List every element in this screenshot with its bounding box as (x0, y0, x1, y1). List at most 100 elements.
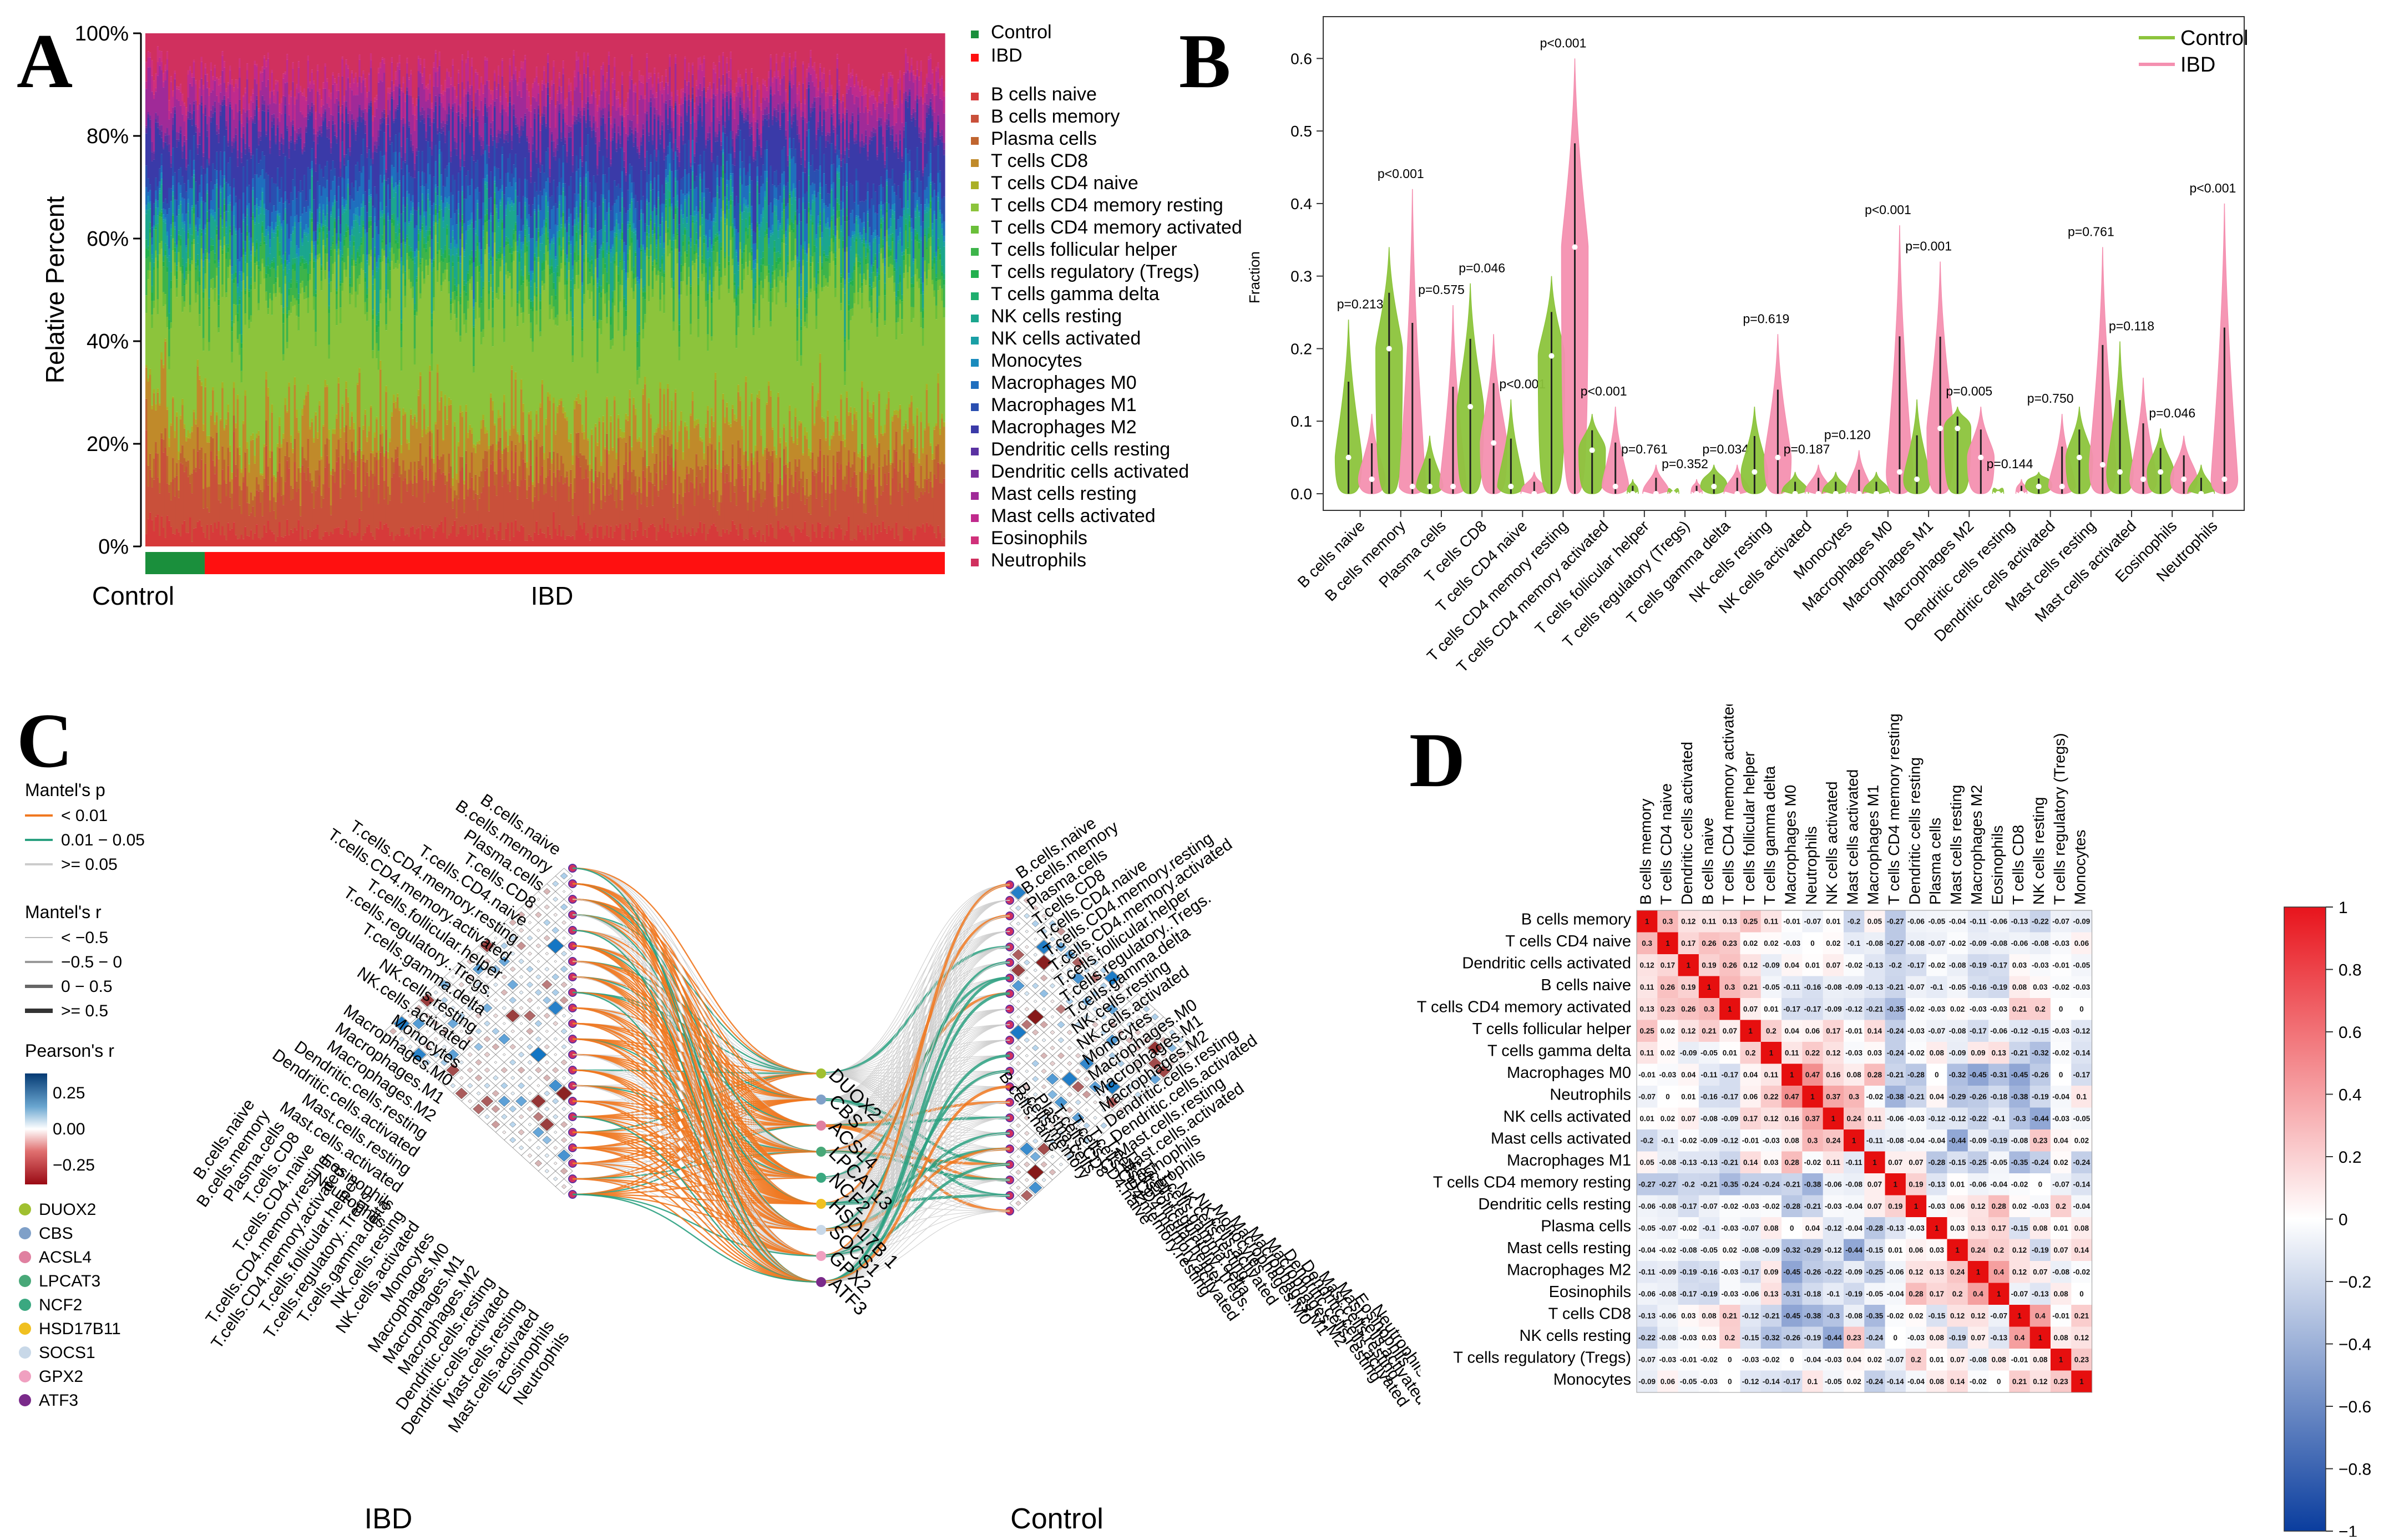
bar-segment-mast-cells-resting (337, 90, 340, 102)
bar-segment-t-cells-cd4-memory-resting (269, 298, 272, 450)
bar-segment-neutrophils (223, 33, 226, 62)
bar-segment-macrophages-m1 (206, 159, 209, 168)
bar-segment-neutrophils (535, 33, 538, 67)
bar-segment-dendritic-cells-resting (440, 128, 443, 134)
bar-segment-dendritic-cells-resting (261, 104, 264, 111)
bar-segment-dendritic-cells-activated (208, 158, 211, 164)
bar-segment-nk-cells-resting (318, 212, 321, 224)
bar-segment-t-cells-cd4-memory-resting (492, 346, 494, 401)
bar-segment-t-cells-cd4-naive (522, 403, 525, 412)
bar-segment-monocytes (315, 255, 317, 260)
bar-segment-neutrophils (156, 33, 159, 47)
bar-segment-nk-cells-resting (217, 266, 220, 295)
bar-segment-mast-cells-resting (252, 102, 255, 119)
bar-segment-macrophages-m1 (503, 194, 506, 229)
bar-segment-monocytes (452, 225, 454, 231)
bar-segment-t-cells-follicular-helper (550, 273, 553, 296)
bar-segment-eosinophils (571, 105, 574, 115)
bar-segment-t-cells-cd4-naive (312, 438, 315, 443)
bar-segment-b-cells-memory (520, 480, 523, 525)
bar-segment-plasma-cells (389, 494, 392, 501)
bar-segment-b-cells-naive (341, 534, 344, 546)
bar-segment-t-cells-cd4-naive (543, 453, 546, 460)
bar-segment-plasma-cells (509, 481, 512, 492)
bar-segment-mast-cells-activated (387, 93, 389, 100)
bar-segment-dendritic-cells-activated (303, 143, 306, 147)
bar-segment-mast-cells-resting (236, 112, 239, 150)
bar-segment-nk-cells-resting (352, 227, 355, 236)
bar-segment-b-cells-naive (381, 529, 384, 546)
bar-segment-macrophages-m1 (147, 178, 150, 192)
bar-segment-macrophages-m2 (387, 124, 389, 179)
bar-segment-neutrophils (366, 33, 369, 93)
bar-segment-macrophages-m0 (570, 214, 573, 241)
bar-segment-t-cells-gamma-delta (376, 315, 378, 325)
bar-segment-t-cells-cd4-naive (575, 397, 578, 401)
bar-segment-monocytes (316, 222, 319, 225)
bar-segment-monocytes (259, 200, 262, 207)
bar-segment-macrophages-m0 (195, 205, 198, 225)
bar-segment-b-cells-naive (275, 541, 277, 546)
bar-segment-t-cells-cd4-memory-resting (514, 251, 517, 372)
bar-segment-mast-cells-activated (172, 97, 175, 108)
bar-segment-t-cells-follicular-helper (518, 262, 521, 291)
bar-segment-t-cells-cd8 (178, 459, 180, 490)
bar-segment-t-cells-follicular-helper (543, 270, 546, 284)
bar-segment-eosinophils (362, 70, 365, 74)
bar-segment-dendritic-cells-resting (280, 137, 283, 144)
bar-segment-t-cells-regulatory-tregs (257, 266, 260, 270)
bar-segment-nk-cells-activated (444, 207, 447, 214)
bar-segment-plasma-cells (507, 469, 509, 484)
bar-segment-t-cells-cd4-memory-resting (322, 245, 325, 425)
bar-segment-mast-cells-resting (474, 93, 477, 107)
bar-segment-nk-cells-activated (275, 227, 277, 234)
bar-segment-eosinophils (484, 57, 487, 60)
bar-segment-eosinophils (486, 58, 489, 60)
bar-segment-eosinophils (356, 83, 359, 87)
bar-segment-b-cells-naive (459, 526, 462, 546)
bar-segment-nk-cells-resting (444, 213, 447, 246)
bar-segment-b-cells-naive (364, 533, 367, 546)
bar-segment-t-cells-follicular-helper (322, 231, 325, 240)
bar-segment-monocytes (440, 196, 443, 201)
bar-segment-mast-cells-activated (469, 88, 472, 95)
bar-segment-t-cells-gamma-delta (562, 211, 565, 213)
bar-segment-dendritic-cells-resting (328, 128, 331, 139)
bar-segment-t-cells-follicular-helper (193, 214, 195, 240)
bar-segment-t-cells-regulatory-tregs (442, 258, 445, 262)
bar-segment-macrophages-m1 (520, 219, 523, 231)
bar-segment-b-cells-naive (250, 530, 252, 546)
bar-segment-mast-cells-resting (513, 74, 515, 104)
bar-segment-t-cells-follicular-helper (373, 257, 376, 279)
bar-segment-t-cells-cd8 (219, 420, 222, 485)
bar-segment-t-cells-cd8 (396, 397, 399, 447)
bar-segment-macrophages-m2 (290, 142, 292, 192)
bar-segment-macrophages-m1 (239, 199, 241, 229)
bar-segment-nk-cells-resting (372, 284, 374, 310)
bar-segment-monocytes (484, 178, 487, 181)
bar-segment-mast-cells-resting (248, 120, 251, 146)
bar-segment-mast-cells-activated (318, 94, 321, 114)
bar-segment-t-cells-cd4-memory-resting (189, 312, 191, 433)
bar-segment-macrophages-m0 (235, 202, 237, 229)
bar-segment-b-cells-naive (229, 530, 231, 546)
bar-segment-t-cells-gamma-delta (541, 260, 544, 264)
bar-segment-monocytes (235, 228, 237, 231)
bar-segment-t-cells-gamma-delta (155, 224, 158, 227)
bar-segment-dendritic-cells-activated (452, 104, 454, 107)
bar-segment-b-cells-naive (434, 531, 437, 546)
bar-segment-b-cells-memory (286, 460, 288, 520)
bar-segment-mast-cells-activated (296, 88, 298, 100)
bar-segment-b-cells-memory (256, 490, 259, 525)
bar-segment-t-cells-regulatory-tregs (232, 278, 235, 283)
bar-segment-nk-cells-resting (484, 184, 487, 215)
bar-segment-b-cells-naive (463, 529, 465, 546)
bar-segment-nk-cells-activated (240, 281, 243, 291)
bar-segment-macrophages-m0 (261, 169, 264, 188)
bar-segment-mast-cells-activated (326, 82, 328, 104)
bar-segment-t-cells-cd4-naive (571, 455, 574, 465)
bar-segment-t-cells-cd4-memory-resting (286, 348, 288, 411)
bar-segment-nk-cells-activated (379, 211, 382, 217)
bar-segment-mast-cells-activated (214, 68, 216, 81)
bar-segment-nk-cells-activated (526, 220, 529, 226)
